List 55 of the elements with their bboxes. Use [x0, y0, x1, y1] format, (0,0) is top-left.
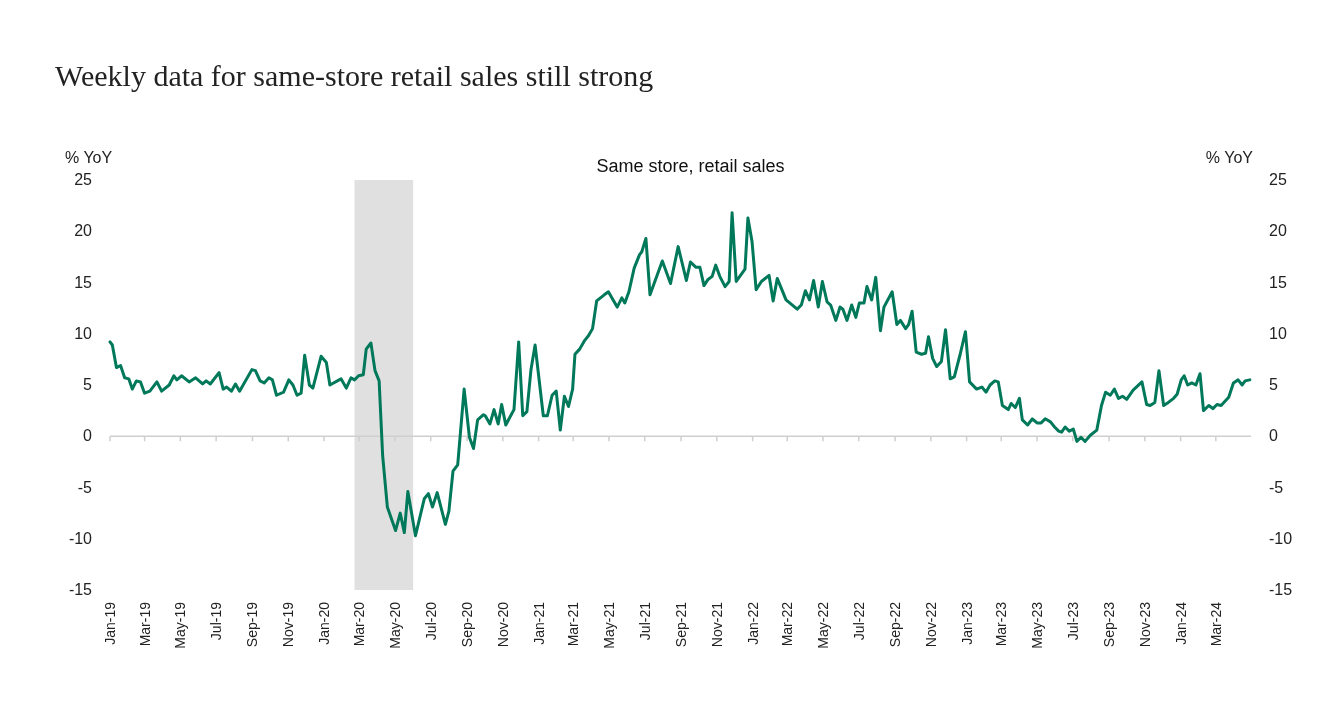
x-tick-label: Sep-23 — [1101, 601, 1118, 648]
x-tick-label: Nov-23 — [1136, 601, 1153, 648]
y2-tick-label: -5 — [1269, 478, 1284, 496]
y2-tick-label: 15 — [1269, 273, 1287, 291]
x-tick-label: Jan-24 — [1172, 601, 1189, 645]
x-tick-label: Jan-23 — [958, 601, 975, 645]
x-tick-label: Mar-20 — [351, 601, 368, 647]
y2-tick-label: 10 — [1269, 324, 1287, 342]
x-tick-label: Jan-20 — [316, 601, 333, 645]
x-tick-label: Nov-19 — [280, 601, 297, 648]
y-axis-title: % YoY — [65, 149, 113, 166]
x-tick-label: May-22 — [814, 601, 831, 649]
x-tick-label: Nov-20 — [494, 601, 511, 648]
y-tick-label: 15 — [74, 273, 93, 291]
x-tick-label: Nov-21 — [708, 601, 725, 648]
y-tick-label: 0 — [83, 427, 93, 445]
chart-subtitle: Same store, retail sales — [596, 156, 785, 176]
x-tick-label: Jan-19 — [102, 601, 118, 645]
x-tick-label: Sep-21 — [673, 601, 690, 648]
x-tick-label: Jul-21 — [636, 601, 653, 641]
x-tick-label: Jul-19 — [208, 601, 225, 641]
y-tick-label: 25 — [74, 171, 93, 188]
y2-tick-label: 0 — [1269, 427, 1278, 445]
y-tick-label: -5 — [77, 478, 93, 496]
y2-tick-label: 5 — [1269, 376, 1278, 393]
x-tick-label: Jul-23 — [1064, 601, 1081, 641]
x-tick-label: May-21 — [600, 601, 617, 649]
x-tick-label: May-19 — [172, 601, 189, 649]
x-tick-label: Mar-24 — [1207, 601, 1224, 647]
x-tick-label: Sep-22 — [887, 601, 904, 648]
x-tick-label: May-20 — [386, 601, 403, 649]
y-tick-label: -15 — [68, 581, 93, 598]
y2-tick-label: -15 — [1269, 581, 1293, 598]
y2-tick-label: 25 — [1269, 171, 1287, 188]
chart-title: Weekly data for same-store retail sales still strong — [55, 59, 654, 92]
y2-tick-label: 20 — [1269, 222, 1287, 240]
y-tick-label: -10 — [68, 529, 93, 547]
x-tick-label: Sep-20 — [459, 601, 476, 648]
y-tick-label: 5 — [83, 376, 93, 393]
x-tick-label: Mar-19 — [136, 601, 153, 647]
y-tick-label: 20 — [74, 222, 93, 240]
x-tick-label: Jul-22 — [850, 601, 867, 641]
x-tick-label: Sep-19 — [244, 601, 261, 648]
x-tick-label: Mar-23 — [993, 601, 1010, 647]
line-series — [108, 211, 1252, 538]
x-tick-label: Jan-21 — [530, 601, 547, 645]
x-tick-label: Jan-22 — [744, 601, 761, 645]
y2-axis-title: % YoY — [1205, 149, 1254, 166]
x-tick-label: Mar-21 — [565, 601, 582, 647]
x-tick-label: Jul-20 — [422, 601, 439, 641]
y2-tick-label: -10 — [1269, 529, 1293, 547]
y-tick-label: 10 — [74, 324, 93, 342]
x-tick-label: Mar-22 — [779, 601, 796, 647]
x-tick-label: Nov-22 — [922, 601, 939, 648]
x-tick-label: May-23 — [1028, 601, 1045, 649]
